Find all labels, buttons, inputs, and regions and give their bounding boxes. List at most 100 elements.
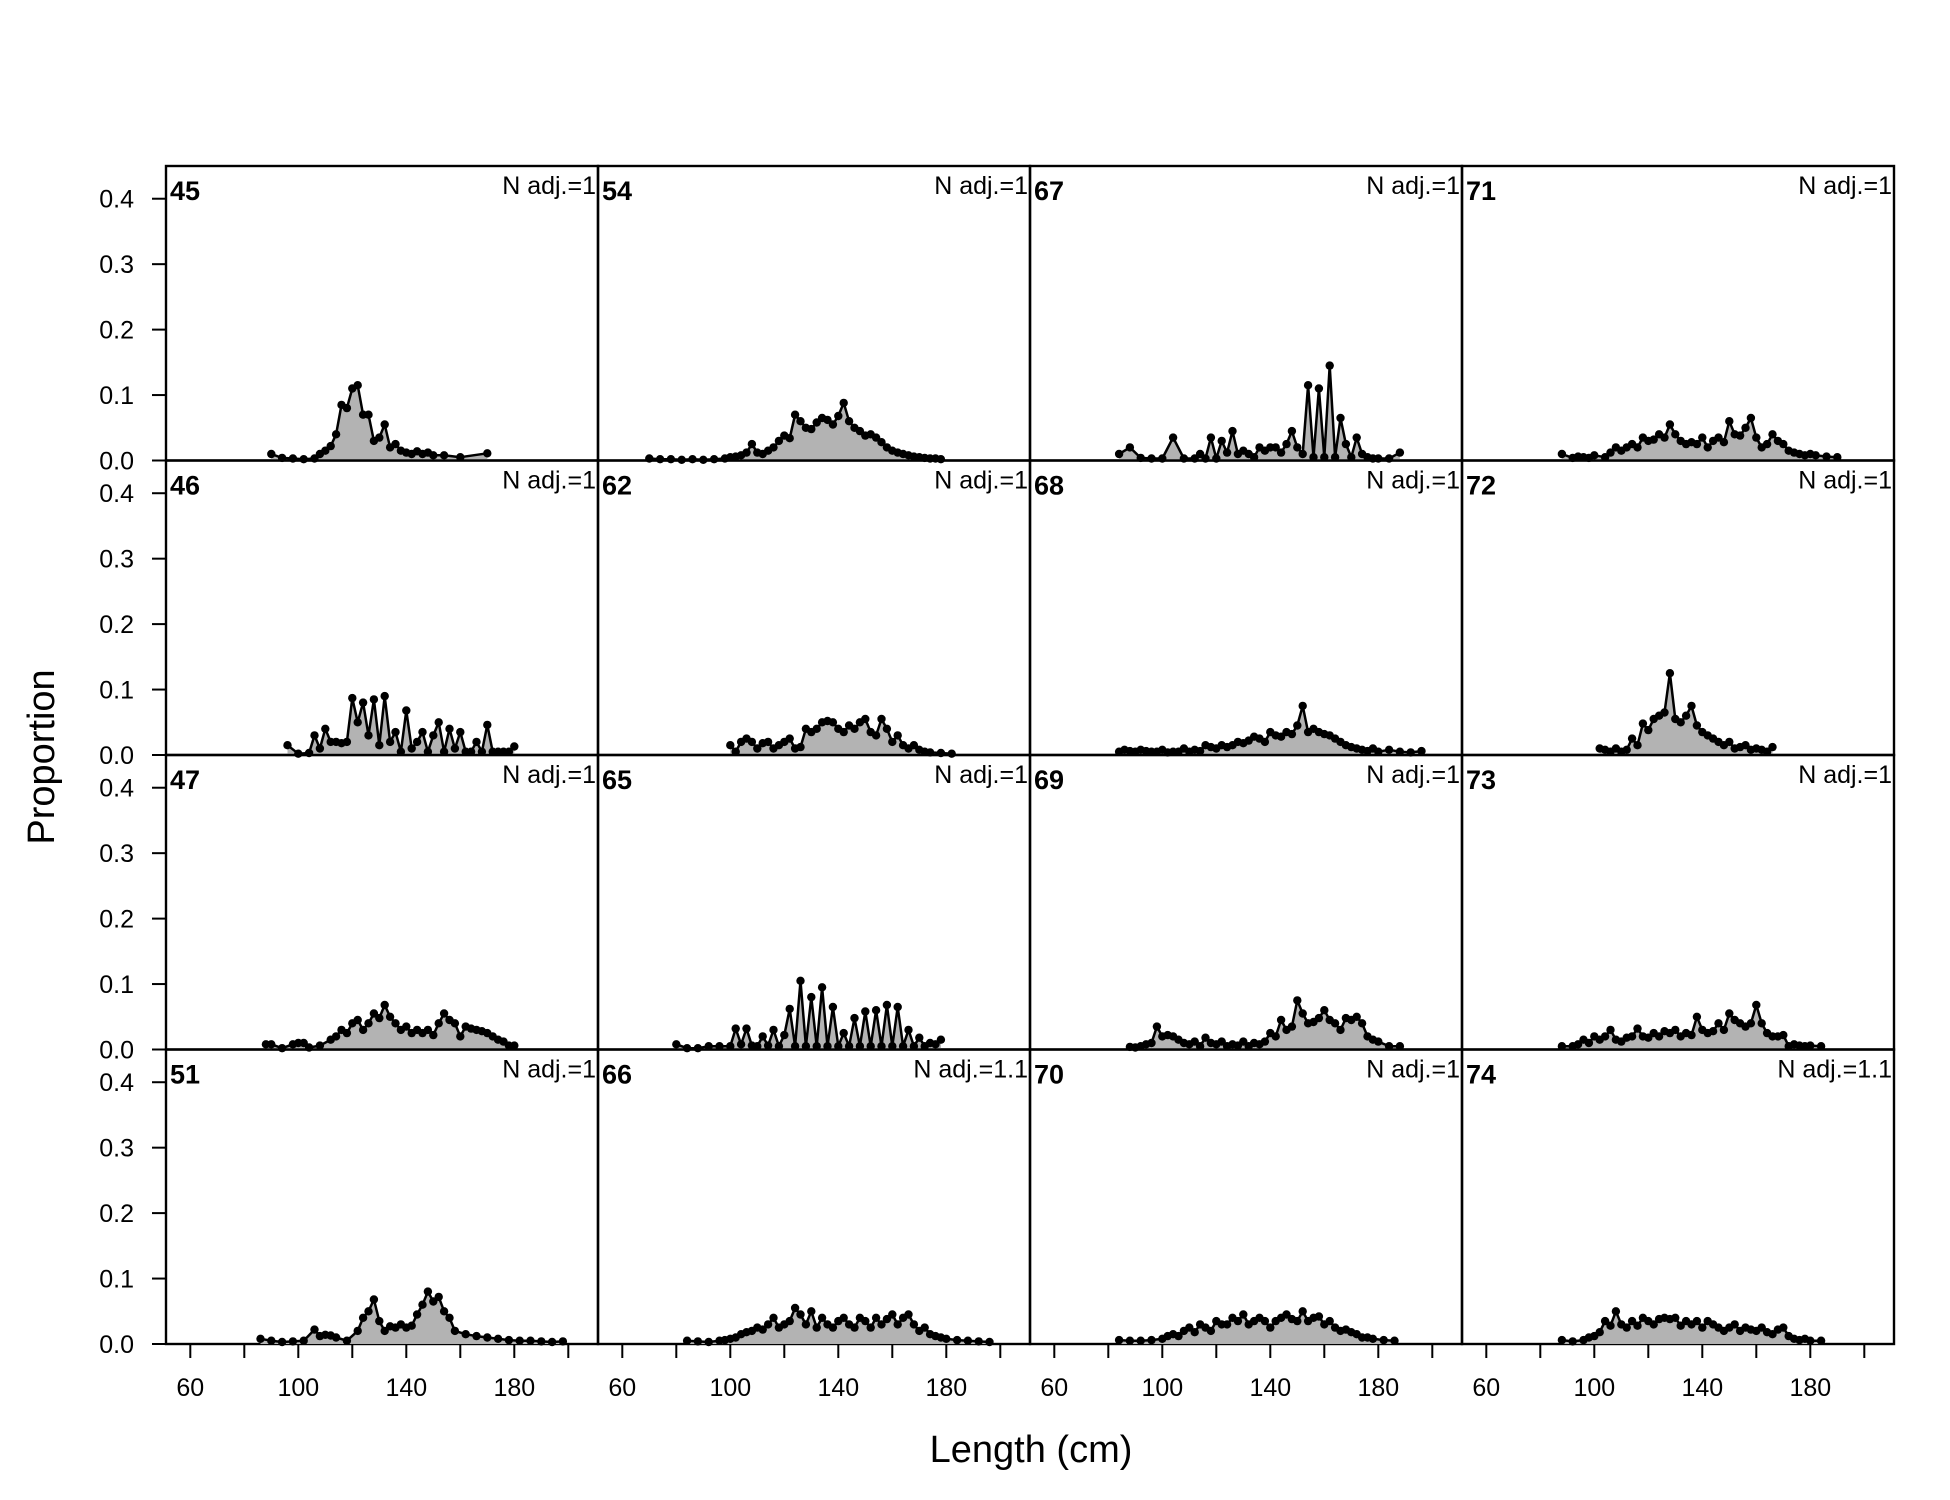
data-point [1757, 1019, 1766, 1028]
data-point [839, 1313, 848, 1323]
data-point [1557, 1335, 1567, 1345]
panel-74: 74 N adj.=1.1 [1460, 1048, 1896, 1346]
data-point [315, 744, 325, 753]
data-point [709, 455, 719, 464]
data-point [1336, 1025, 1345, 1035]
data-point [861, 1316, 870, 1326]
data-point [796, 976, 805, 985]
data-point [1590, 451, 1599, 460]
panel-year-label: 51 [170, 1060, 200, 1090]
y-tick-label: 0.3 [99, 251, 134, 279]
x-tick-label: 140 [385, 1374, 427, 1402]
data-point [1352, 1012, 1361, 1021]
y-tick-label: 0.2 [99, 611, 134, 639]
data-point [1314, 1312, 1324, 1321]
data-point [1298, 449, 1307, 459]
data-point [439, 1009, 449, 1018]
data-point [839, 398, 848, 408]
data-point [1708, 1027, 1718, 1036]
data-point [456, 727, 465, 737]
y-tick-label: 0.4 [99, 1069, 134, 1097]
data-point [1633, 443, 1642, 452]
data-point [861, 714, 870, 724]
data-point [385, 1012, 395, 1021]
data-point [893, 1002, 902, 1012]
data-point [1276, 1015, 1286, 1025]
data-point [1287, 1022, 1297, 1031]
data-point [353, 381, 362, 390]
data-point [893, 731, 902, 740]
data-point [483, 720, 492, 730]
data-point [472, 737, 481, 747]
data-point [412, 737, 422, 747]
data-point [1325, 361, 1334, 370]
data-point [1222, 1320, 1232, 1329]
data-point [866, 1323, 875, 1332]
data-point [1271, 1032, 1280, 1041]
data-point [310, 1325, 319, 1334]
data-point [688, 455, 697, 464]
data-point [510, 1041, 519, 1050]
data-point [267, 1336, 276, 1345]
data-point [1676, 718, 1685, 727]
data-point [1638, 719, 1648, 728]
y-tick-label: 0.4 [99, 480, 134, 508]
panel-year-label: 54 [602, 176, 632, 206]
data-point [1752, 1000, 1761, 1010]
data-point [1309, 453, 1318, 462]
data-point [1606, 448, 1615, 457]
data-point [736, 1040, 746, 1049]
data-point [483, 1333, 492, 1342]
data-point [909, 1320, 919, 1329]
data-point [763, 1041, 773, 1050]
data-point [1298, 1307, 1307, 1316]
data-point [1725, 1009, 1734, 1018]
data-point [353, 1015, 362, 1025]
data-point [1390, 1336, 1399, 1345]
data-point [423, 1287, 433, 1296]
data-point [256, 1334, 265, 1344]
data-point [1282, 439, 1291, 449]
data-point [1660, 433, 1669, 442]
panel-nadj-label: N adj.=1.1 [1777, 1056, 1892, 1084]
panel-frame [1460, 1048, 1896, 1346]
panel-72: 72 N adj.=1 [1460, 459, 1896, 757]
data-point [861, 1007, 870, 1016]
data-point [1195, 746, 1205, 756]
x-tick-label: 180 [1357, 1374, 1399, 1402]
data-point [1746, 1019, 1756, 1028]
data-point [342, 1336, 352, 1345]
y-tick-label: 0.2 [99, 906, 134, 934]
panel-frame [596, 164, 1032, 462]
data-point [1606, 1025, 1615, 1035]
data-point [812, 1323, 821, 1332]
data-point [364, 410, 373, 419]
panel-year-label: 67 [1034, 176, 1064, 206]
data-point [1779, 1030, 1788, 1040]
data-point [375, 741, 384, 750]
y-tick-label: 0.3 [99, 546, 134, 574]
data-point [277, 1044, 287, 1053]
data-point [915, 1033, 924, 1042]
data-point [515, 1336, 524, 1345]
data-point [391, 1019, 400, 1028]
data-point [1293, 996, 1302, 1005]
data-point [1217, 436, 1226, 446]
data-point [1320, 453, 1329, 462]
data-point [1644, 725, 1653, 735]
data-point [439, 1307, 449, 1316]
data-point [1114, 1335, 1124, 1345]
data-point [742, 1024, 751, 1033]
data-point [1357, 1019, 1367, 1028]
data-point [780, 1030, 789, 1040]
data-point [439, 451, 449, 460]
data-point [1698, 1323, 1707, 1332]
data-point [391, 727, 400, 737]
data-point [547, 1337, 557, 1347]
data-point [331, 1333, 341, 1342]
x-tick-label: 100 [1573, 1374, 1615, 1402]
data-point [1147, 1038, 1156, 1048]
data-point [828, 1323, 838, 1332]
data-point [871, 1313, 881, 1323]
